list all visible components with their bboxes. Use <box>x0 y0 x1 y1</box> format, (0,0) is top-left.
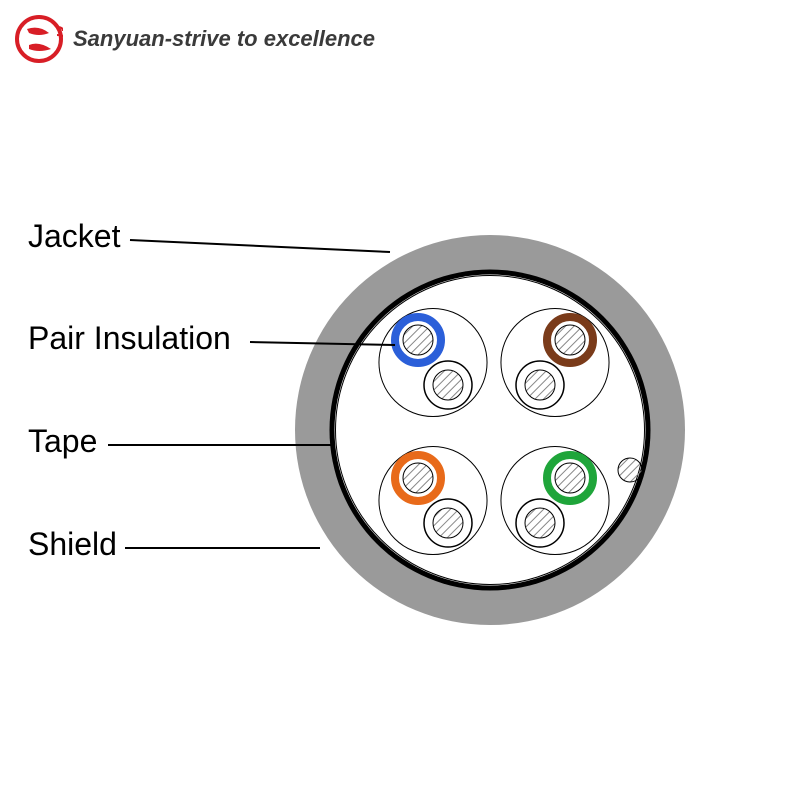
cable-cross-section-diagram <box>0 0 800 800</box>
